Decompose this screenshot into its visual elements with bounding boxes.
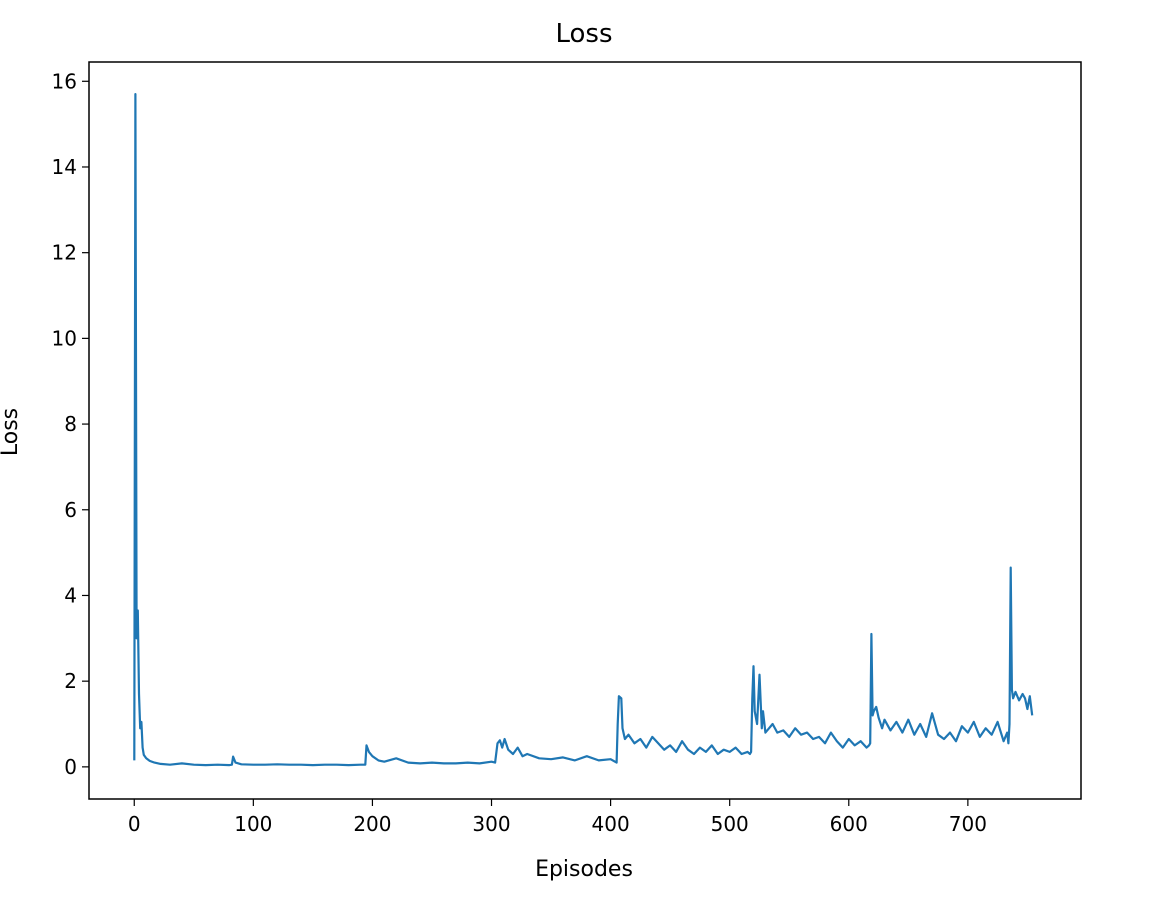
- x-tick-label: 500: [711, 812, 749, 836]
- x-tick-label: 0: [128, 812, 141, 836]
- loss-series-line: [133, 92, 1034, 767]
- plot-background: [89, 62, 1081, 799]
- y-tick-label: 0: [64, 755, 77, 779]
- y-tick-label: 16: [52, 69, 77, 93]
- y-tick-label: 12: [52, 241, 77, 265]
- series-layer: [133, 92, 1034, 767]
- x-tick-label: 300: [472, 812, 510, 836]
- y-tick-label: 6: [64, 498, 77, 522]
- y-tick-label: 10: [52, 326, 77, 350]
- x-tick-label: 200: [353, 812, 391, 836]
- y-axis-title: Loss: [0, 408, 23, 456]
- x-tick-label: 600: [830, 812, 868, 836]
- y-tick-label: 2: [64, 669, 77, 693]
- y-tick-label: 14: [52, 155, 77, 179]
- x-tick-label: 700: [949, 812, 987, 836]
- plot-frame: [88, 61, 1082, 800]
- ticks-layer: 0 100 200 300 400 500 600 700 0 2 4 6 8 10 12 14 16: [52, 69, 987, 836]
- x-tick-label: 100: [234, 812, 272, 836]
- x-axis-title: Episodes: [535, 857, 633, 882]
- y-tick-label: 8: [64, 412, 77, 436]
- y-tick-label: 4: [64, 583, 77, 607]
- x-tick-label: 400: [592, 812, 630, 836]
- chart-title: Loss: [555, 19, 612, 49]
